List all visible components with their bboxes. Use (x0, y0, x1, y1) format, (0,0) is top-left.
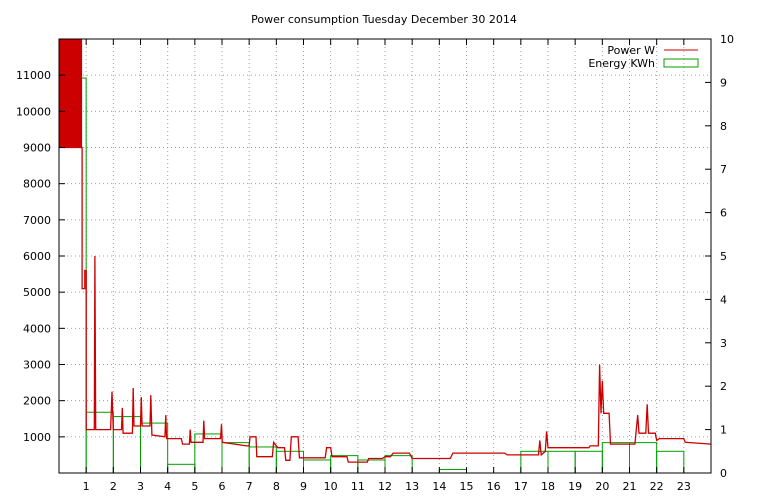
x-tick-label: 2 (110, 480, 117, 493)
x-tick-label: 16 (487, 480, 501, 493)
legend-energy-label: Energy KWh (588, 57, 655, 70)
x-tick-label: 19 (568, 480, 582, 493)
energy-bar (629, 442, 658, 474)
y-left-tick-label: 11000 (16, 69, 51, 82)
x-tick-label: 7 (246, 480, 253, 493)
x-tick-label: 11 (351, 480, 365, 493)
x-tick-label: 22 (650, 480, 664, 493)
power-line (59, 146, 711, 463)
x-tick-label: 6 (219, 480, 226, 493)
energy-bar (194, 433, 223, 474)
legend: Power W Energy KWh (588, 44, 699, 70)
y-right-tick-label: 4 (720, 293, 727, 306)
x-tick-label: 14 (432, 480, 446, 493)
y-right-tick-label: 3 (720, 337, 727, 350)
energy-bar (601, 442, 630, 474)
power-series (59, 39, 711, 463)
y-right-tick-label: 10 (720, 33, 734, 46)
x-tick-label: 5 (191, 480, 198, 493)
y-right-tick-label: 1 (720, 424, 727, 437)
y-left-tick-label: 2000 (23, 395, 51, 408)
y-right-tick-label: 8 (720, 120, 727, 133)
energy-bar (384, 455, 413, 474)
x-tick-label: 17 (514, 480, 528, 493)
x-tick-label: 3 (137, 480, 144, 493)
chart-title: Power consumption Tuesday December 30 20… (251, 13, 517, 26)
energy-bar (85, 411, 114, 474)
energy-bar (221, 442, 250, 474)
y-left-tick-label: 5000 (23, 286, 51, 299)
x-tick-label: 12 (378, 480, 392, 493)
energy-bar (547, 450, 576, 474)
x-tick-label: 21 (623, 480, 637, 493)
y-left-tick-label: 4000 (23, 322, 51, 335)
y-left-tick-label: 7000 (23, 214, 51, 227)
x-tick-label: 8 (273, 480, 280, 493)
legend-power-label: Power W (607, 44, 655, 57)
x-tick-label: 9 (300, 480, 307, 493)
energy-bar (656, 450, 685, 474)
y-left-tick-label: 6000 (23, 250, 51, 263)
y-left-tick-label: 10000 (16, 105, 51, 118)
y-right-tick-label: 6 (720, 207, 727, 220)
y-right-tick-label: 9 (720, 76, 727, 89)
y-right-tick-label: 2 (720, 380, 727, 393)
energy-bar (140, 422, 169, 474)
y-left-tick-label: 9000 (23, 142, 51, 155)
y-left-tick-label: 8000 (23, 178, 51, 191)
x-tick-label: 18 (541, 480, 555, 493)
x-tick-label: 10 (324, 480, 338, 493)
legend-energy-swatch (663, 58, 699, 68)
energy-bar (330, 455, 359, 474)
grid (59, 39, 711, 473)
x-tick-label: 13 (405, 480, 419, 493)
x-tick-label: 20 (595, 480, 609, 493)
energy-bar (438, 469, 468, 474)
y-right-tick-label: 0 (720, 467, 727, 480)
x-tick-label: 1 (83, 480, 90, 493)
x-tick-label: 4 (164, 480, 171, 493)
axis-ticks: 1 2 3 4 5 6 7 8 9 10 11 12 13 14 15 16 17 18 19 20 21 22 23100… (16, 33, 734, 493)
x-tick-label: 23 (677, 480, 691, 493)
y-right-tick-label: 5 (720, 250, 727, 263)
y-left-tick-label: 1000 (23, 431, 51, 444)
y-left-tick-label: 3000 (23, 359, 51, 372)
energy-bar (112, 416, 142, 474)
energy-bar (167, 463, 196, 474)
energy-bar (574, 450, 603, 474)
power-peak-area (59, 39, 83, 148)
x-tick-label: 15 (460, 480, 474, 493)
energy-bar (303, 459, 332, 474)
y-right-tick-label: 7 (720, 163, 727, 176)
energy-series (58, 77, 685, 474)
